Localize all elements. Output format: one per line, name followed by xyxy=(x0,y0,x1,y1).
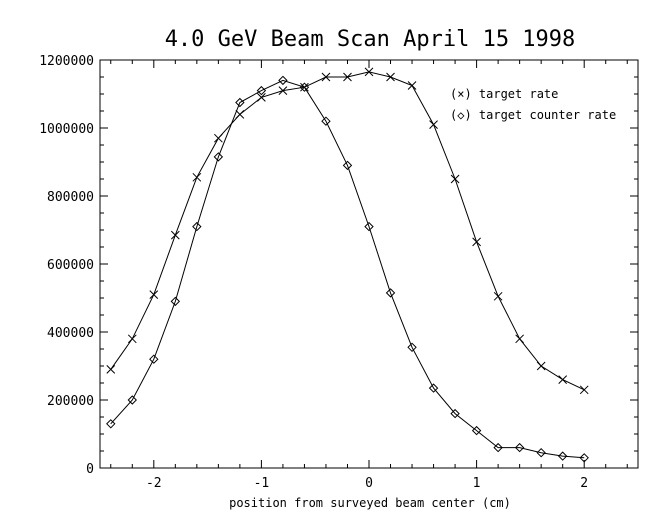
data-point-target-counter-rate xyxy=(149,354,159,364)
data-point-target-rate xyxy=(536,361,546,371)
y-tick-label: 1000000 xyxy=(39,122,94,137)
x-tick-label: 1 xyxy=(473,476,481,491)
series-line-target-counter-rate xyxy=(110,79,585,459)
data-point-target-rate xyxy=(493,291,503,301)
data-point-target-rate xyxy=(192,172,202,182)
data-point-target-counter-rate xyxy=(364,221,374,232)
data-point-target-counter-rate xyxy=(407,342,417,353)
data-point-target-counter-rate xyxy=(192,221,202,232)
data-point-target-counter-rate xyxy=(471,425,482,436)
data-point-target-rate xyxy=(386,72,395,82)
x-tick-label: -1 xyxy=(254,476,270,491)
data-point-target-counter-rate xyxy=(299,82,310,92)
data-point-target-rate xyxy=(106,365,116,374)
legend: (×) target rate (◇) target counter rate xyxy=(450,87,616,122)
data-point-target-counter-rate xyxy=(127,395,137,405)
data-point-target-counter-rate xyxy=(278,75,288,86)
data-point-target-counter-rate xyxy=(321,116,331,126)
x-tick-label: 2 xyxy=(580,476,588,491)
data-point-target-rate xyxy=(214,133,223,143)
series-target-counter-rate xyxy=(106,75,589,463)
legend-entry: (×) target rate xyxy=(450,87,558,101)
y-tick-label: 800000 xyxy=(47,190,94,205)
chart-title: 4.0 GeV Beam Scan April 15 1998 xyxy=(165,27,576,52)
data-point-target-rate xyxy=(321,72,331,82)
x-tick-label: -2 xyxy=(146,476,162,491)
data-point-target-counter-rate xyxy=(536,447,546,458)
data-point-target-counter-rate xyxy=(450,408,460,419)
data-point-target-counter-rate xyxy=(342,160,353,171)
data-point-target-rate xyxy=(257,93,266,102)
data-point-target-rate xyxy=(450,174,460,184)
data-point-target-counter-rate xyxy=(385,288,396,298)
data-point-target-counter-rate xyxy=(428,383,439,393)
y-tick-label: 200000 xyxy=(47,394,94,409)
data-point-target-counter-rate xyxy=(514,442,525,453)
y-tick-label: 1200000 xyxy=(39,54,94,69)
x-tick-label: 0 xyxy=(365,476,373,491)
x-axis-label: position from surveyed beam center (cm) xyxy=(229,496,511,510)
data-point-target-counter-rate xyxy=(579,453,589,463)
y-tick-label: 600000 xyxy=(47,258,94,273)
data-point-target-rate xyxy=(364,67,374,77)
series-layer xyxy=(106,67,589,463)
data-point-target-counter-rate xyxy=(256,85,267,96)
data-point-target-rate xyxy=(149,290,159,299)
data-point-target-counter-rate xyxy=(235,97,245,108)
data-point-target-counter-rate xyxy=(106,419,116,429)
data-point-target-rate xyxy=(343,72,352,82)
data-point-target-rate xyxy=(515,334,524,344)
data-point-target-rate xyxy=(127,334,137,344)
data-point-target-rate xyxy=(278,86,288,95)
legend-entry: (◇) target counter rate xyxy=(450,108,616,122)
data-point-target-counter-rate xyxy=(493,442,503,453)
data-point-target-rate xyxy=(407,81,417,90)
y-tick-label: 0 xyxy=(86,462,94,477)
data-point-target-rate xyxy=(579,385,589,395)
data-point-target-rate xyxy=(235,110,245,119)
y-tick-label: 400000 xyxy=(47,326,94,341)
data-point-target-counter-rate xyxy=(170,296,181,307)
data-point-target-counter-rate xyxy=(213,152,224,162)
data-point-target-rate xyxy=(472,237,481,247)
data-point-target-rate xyxy=(170,230,180,240)
data-point-target-rate xyxy=(558,375,568,384)
data-point-target-counter-rate xyxy=(557,451,568,461)
series-target-rate xyxy=(106,67,589,395)
axes: 0 200000 400000 600000 800000 1000000 1200000 -… xyxy=(39,54,638,491)
data-point-target-rate xyxy=(429,120,438,129)
